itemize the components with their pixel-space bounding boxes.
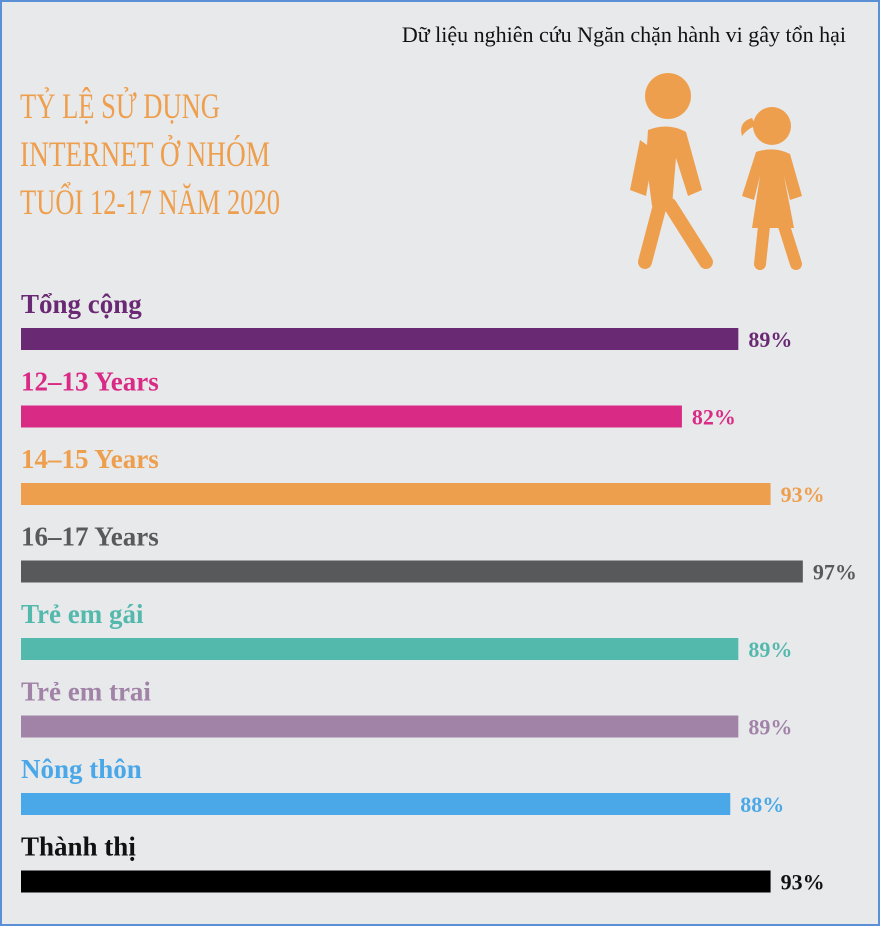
- category-label: Trẻ em trai: [21, 677, 151, 707]
- category-label: 12–13 Years: [21, 367, 159, 397]
- bar: [21, 870, 771, 893]
- title-line: TUỔI 12-17 NĂM 2020: [20, 182, 280, 222]
- value-label: 93%: [781, 482, 825, 507]
- category-label: Tổng cộng: [21, 289, 142, 319]
- bar: [21, 560, 803, 583]
- category-label: Trẻ em gái: [21, 599, 144, 629]
- children-icon: [630, 73, 802, 270]
- bar: [21, 328, 739, 350]
- category-label: 16–17 Years: [21, 522, 159, 552]
- bar: [21, 483, 771, 505]
- category-label: Nông thôn: [21, 754, 142, 784]
- bar: [21, 405, 682, 428]
- category-label: Thành thị: [21, 832, 136, 862]
- value-label: 89%: [748, 327, 792, 352]
- value-label: 89%: [748, 715, 792, 740]
- source-note: Dữ liệu nghiên cứu Ngăn chặn hành vi gây…: [402, 22, 846, 47]
- title: TỶ LỆ SỬ DỤNG INTERNET Ở NHÓM TUỔI 12-17…: [20, 86, 280, 222]
- bar: [21, 638, 739, 660]
- bar: [21, 715, 739, 738]
- value-label: 82%: [692, 405, 736, 430]
- value-label: 93%: [781, 870, 825, 895]
- value-label: 97%: [813, 560, 857, 585]
- value-label: 88%: [740, 792, 784, 817]
- bar: [21, 793, 731, 815]
- title-line: TỶ LỆ SỬ DỤNG: [20, 86, 220, 126]
- category-label: 14–15 Years: [21, 444, 159, 474]
- title-line: INTERNET Ở NHÓM: [20, 134, 270, 174]
- value-label: 89%: [748, 637, 792, 662]
